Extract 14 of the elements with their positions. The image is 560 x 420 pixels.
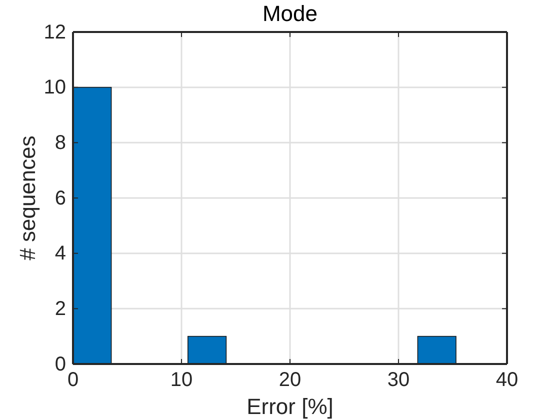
y-tick-label: 0 [54, 353, 66, 376]
x-axis-title: Error [%] [246, 394, 334, 419]
y-tick-label: 10 [44, 76, 66, 99]
x-tick-label: 30 [387, 369, 410, 392]
chart-title: Mode [262, 1, 318, 26]
x-tick-label: 40 [496, 369, 518, 392]
x-tick-label: 10 [170, 369, 193, 392]
y-tick-label: 2 [54, 298, 66, 320]
y-tick-label: 6 [54, 187, 66, 210]
y-axis-title: # sequences [15, 136, 40, 260]
y-tick-label: 4 [54, 242, 66, 265]
x-tick-label: 20 [278, 369, 302, 392]
y-tick-label: 12 [44, 21, 66, 44]
y-tick-label: 8 [54, 132, 66, 154]
